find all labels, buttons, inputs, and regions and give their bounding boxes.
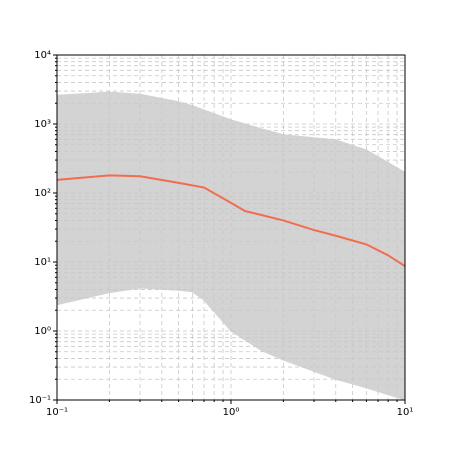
y-tick-label: 10² [34,188,51,199]
y-tick-label: 10⁻¹ [29,395,51,406]
x-tick-label: 10¹ [397,407,414,418]
y-tick-label: 10⁴ [34,50,51,61]
x-tick-label: 10⁰ [223,407,240,418]
y-tick-label: 10¹ [34,257,51,268]
y-tick-label: 10³ [34,119,51,130]
median-line [56,174,406,268]
x-tick-label: 10⁻¹ [46,407,68,418]
y-tick-label: 10⁰ [34,326,51,337]
